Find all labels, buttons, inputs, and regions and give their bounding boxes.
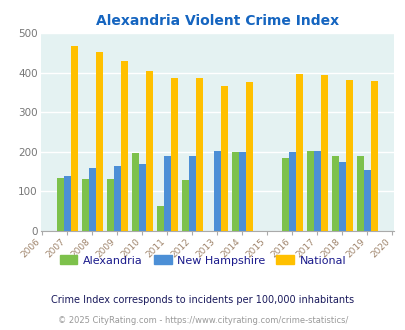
Bar	[156, 206, 163, 231]
Bar	[220, 86, 227, 231]
Bar	[306, 151, 313, 231]
Bar	[163, 156, 170, 231]
Bar	[213, 151, 220, 231]
Bar	[331, 156, 338, 231]
Bar	[64, 176, 70, 231]
Bar	[170, 78, 177, 231]
Bar	[345, 80, 352, 231]
Bar	[181, 180, 188, 231]
Bar	[295, 74, 302, 231]
Bar	[139, 164, 145, 231]
Bar	[370, 81, 377, 231]
Bar	[107, 179, 113, 231]
Bar	[131, 153, 139, 231]
Bar	[313, 151, 320, 231]
Text: © 2025 CityRating.com - https://www.cityrating.com/crime-statistics/: © 2025 CityRating.com - https://www.city…	[58, 315, 347, 325]
Bar	[245, 82, 252, 231]
Bar	[88, 168, 96, 231]
Bar	[81, 179, 88, 231]
Bar	[288, 152, 295, 231]
Bar	[356, 156, 363, 231]
Bar	[238, 152, 245, 231]
Bar	[363, 170, 370, 231]
Bar	[231, 152, 238, 231]
Bar	[120, 61, 127, 231]
Legend: Alexandria, New Hampshire, National: Alexandria, New Hampshire, National	[55, 251, 350, 270]
Bar	[281, 158, 288, 231]
Bar	[195, 78, 202, 231]
Bar	[57, 178, 64, 231]
Bar	[338, 162, 345, 231]
Bar	[188, 156, 195, 231]
Bar	[70, 46, 77, 231]
Bar	[113, 166, 120, 231]
Bar	[320, 75, 327, 231]
Text: Crime Index corresponds to incidents per 100,000 inhabitants: Crime Index corresponds to incidents per…	[51, 295, 354, 305]
Title: Alexandria Violent Crime Index: Alexandria Violent Crime Index	[96, 14, 338, 28]
Bar	[96, 51, 102, 231]
Bar	[145, 71, 152, 231]
